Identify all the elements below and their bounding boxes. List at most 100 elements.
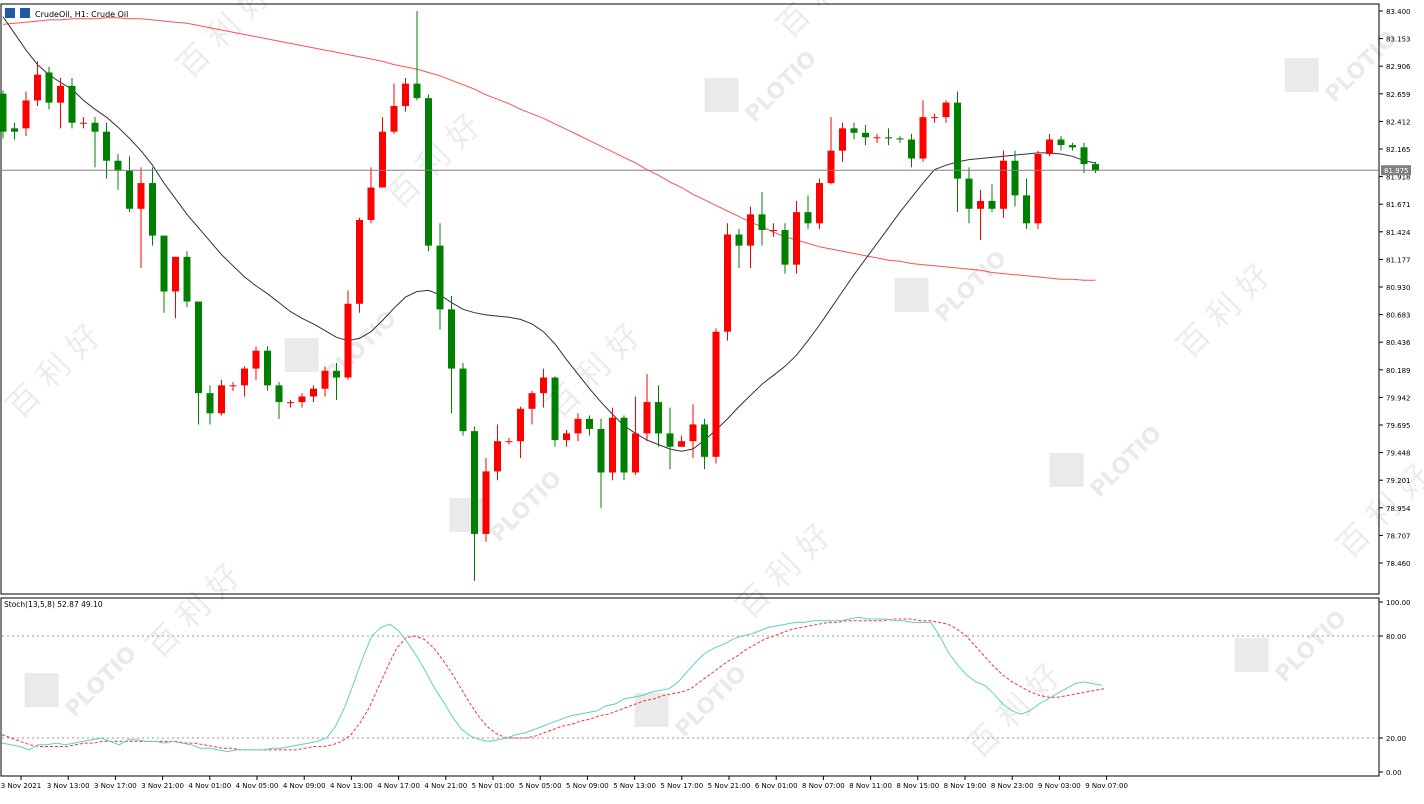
candle-body [965, 178, 973, 209]
candle-body [505, 441, 513, 443]
price-tick-label: 82.412 [1386, 118, 1411, 126]
candle-body [413, 83, 421, 99]
candle-body [701, 424, 708, 457]
watermark: PLOTIO [1049, 421, 1167, 503]
time-tick-label: 9 Nov 07:00 [1085, 782, 1128, 790]
candle-body [931, 117, 938, 119]
candle-body [609, 417, 616, 473]
watermark-brand: PLOTIO [1086, 421, 1167, 502]
candle-body [126, 170, 133, 209]
candle-body [689, 424, 697, 442]
candle-body [597, 428, 605, 473]
candle-body [379, 131, 386, 188]
price-tick-label: 78.460 [1386, 560, 1411, 568]
current-price-label: 81.975 [1384, 167, 1409, 175]
candle-body [643, 402, 651, 434]
candle-body [551, 377, 559, 441]
candle-body [1080, 147, 1088, 165]
time-tick-label: 3 Nov 21:00 [141, 782, 184, 790]
price-tick-label: 81.671 [1386, 201, 1411, 209]
candle-body [574, 418, 582, 434]
candle-body [114, 160, 122, 171]
candle-body [977, 200, 984, 209]
price-tick-label: 82.165 [1386, 146, 1411, 154]
watermark: PLOTIO [24, 641, 142, 723]
time-tick-label: 4 Nov 17:00 [377, 782, 420, 790]
candle-body [678, 441, 685, 447]
watermark-layer: PLOTIO PLOTIO PLOTIO PLOTIO PLOTIO PLOTIO PLOT… [0, 0, 1424, 766]
candle-body [954, 102, 961, 179]
candle-body [655, 402, 662, 434]
watermark-logo [449, 498, 484, 532]
watermark-brand: PLOTIO [931, 246, 1012, 327]
time-tick-label: 8 Nov 15:00 [896, 782, 939, 790]
price-tick-label: 80.189 [1386, 367, 1411, 375]
price-axis: 83.400 83.153 82.906 82.659 82.412 82.165 81.9… [1379, 8, 1411, 568]
stochastic-label: Stoch(13,5,8) 52.87 49.10 [4, 600, 103, 609]
time-tick-label: 3 Nov 17:00 [94, 782, 137, 790]
time-tick-label: 5 Nov 01:00 [472, 782, 515, 790]
watermark-brand: PLOTIO [671, 661, 752, 742]
candle-body [988, 200, 996, 209]
candle-body [298, 396, 306, 403]
price-tick-label: 78.707 [1386, 532, 1411, 540]
price-tick-label: 78.954 [1386, 505, 1411, 513]
candle-body [448, 309, 455, 369]
price-tick-label: 80.436 [1386, 339, 1411, 347]
time-tick-label: 5 Nov 21:00 [708, 782, 751, 790]
time-tick-label: 4 Nov 09:00 [283, 782, 326, 790]
candle-body [632, 433, 639, 473]
candle-body [91, 122, 99, 132]
stochastic-tick-label: 0.00 [1386, 769, 1402, 777]
current-price-line: 81.975 [2, 165, 1411, 176]
time-tick-label: 8 Nov 19:00 [944, 782, 987, 790]
time-tick-label: 4 Nov 13:00 [330, 782, 373, 790]
candle-body [1069, 145, 1076, 148]
stochastic-signal-line [1, 618, 1105, 751]
candle-body [344, 303, 352, 378]
candle-body [862, 132, 869, 138]
chart-title: CrudeOil, H1: Crude Oil [35, 10, 128, 19]
stochastic-axis: 100.00 80.00 20.00 0.00 [1379, 599, 1411, 777]
stochastic-tick-label: 20.00 [1386, 735, 1406, 743]
chart-type-icon[interactable] [20, 8, 30, 18]
stochastic-levels [2, 635, 1378, 739]
time-tick-label: 6 Nov 01:00 [755, 782, 798, 790]
watermark-logo [704, 78, 739, 112]
time-tick-label: 9 Nov 03:00 [1038, 782, 1081, 790]
watermark-logo [1284, 58, 1319, 92]
candle-body [195, 301, 202, 394]
price-tick-label: 79.695 [1386, 422, 1411, 430]
candle-body [367, 187, 375, 220]
price-tick-label: 81.918 [1386, 174, 1411, 182]
candle-body [172, 256, 179, 292]
time-tick-label: 8 Nov 11:00 [849, 782, 892, 790]
chart-grid-icon[interactable] [5, 8, 15, 18]
watermark-cn: 百 利 好 [769, 0, 878, 46]
time-tick-label: 4 Nov 21:00 [424, 782, 467, 790]
candle-body [264, 350, 271, 386]
candle-body [781, 230, 789, 265]
candles[interactable] [0, 11, 1099, 581]
candle-body [896, 138, 904, 140]
watermark: PLOTIO [634, 661, 752, 743]
candle-body [482, 471, 490, 534]
stochastic-lines [1, 616, 1105, 753]
price-tick-label: 81.424 [1386, 229, 1411, 237]
time-tick-label: 8 Nov 07:00 [802, 782, 845, 790]
candle-body [310, 388, 317, 397]
candle-body [137, 183, 145, 209]
candle-body [908, 139, 915, 159]
candle-body [712, 331, 720, 457]
candle-body [402, 83, 409, 106]
candle-body [229, 385, 237, 387]
candle-body [1092, 164, 1099, 171]
candle-body [390, 105, 398, 132]
price-tick-label: 80.930 [1386, 284, 1411, 292]
candle-body [1011, 160, 1019, 196]
price-tick-label: 81.177 [1386, 256, 1411, 264]
candle-body [666, 433, 674, 447]
watermark-brand: PLOTIO [741, 46, 822, 127]
watermark-cn: 百 利 好 [139, 557, 248, 666]
